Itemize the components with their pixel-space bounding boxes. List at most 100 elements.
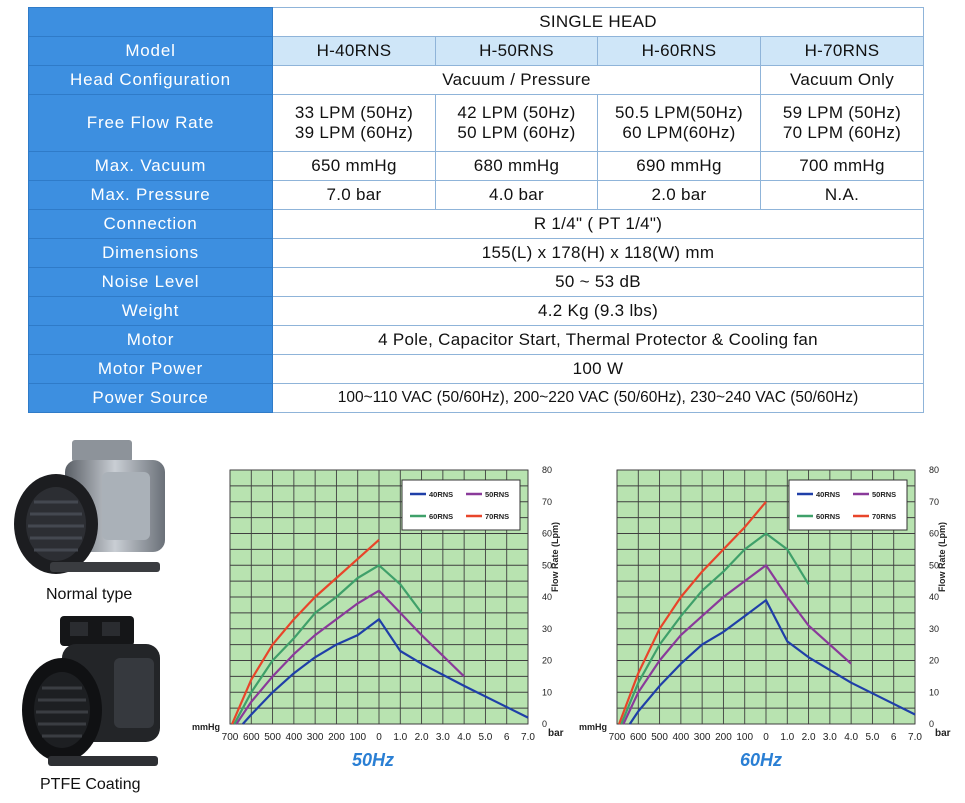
free-flow-cell: 50.5 LPM(50Hz) 60 LPM(60Hz) [597, 94, 761, 152]
x-tick-label: 700 [609, 732, 626, 743]
y-tick-label: 40 [542, 592, 552, 602]
y-tick-label: 80 [929, 465, 939, 475]
ptfe-coating-caption: PTFE Coating [40, 776, 141, 793]
dimensions-value: 155(L) x 178(H) x 118(W) mm [272, 238, 924, 268]
label-motor: Motor [28, 325, 273, 355]
x-tick-label: 7.0 [521, 732, 535, 743]
legend-entry: 70RNS [485, 512, 509, 521]
y-tick-label: 40 [929, 592, 939, 602]
free-flow-cell: 33 LPM (50Hz) 39 LPM (60Hz) [272, 94, 436, 152]
legend-box [401, 479, 521, 531]
series-line-70RNS [618, 501, 767, 725]
x-axis-label-right: bar [548, 728, 564, 739]
max-vacuum-cell: 700 mmHg [760, 151, 924, 181]
y-axis-label: Flow Rate (Lpm) [937, 522, 947, 592]
table-row: Max. Pressure 7.0 bar 4.0 bar 2.0 bar N.… [28, 180, 924, 210]
flow-chart-50hz: 700 600 500 400 300 200 100 0 1.0 2.0 3.0 4.0 5.0 6 7.… [190, 458, 568, 750]
x-tick-label: 100 [736, 732, 753, 743]
free-flow-50hz: 59 LPM (50Hz) [782, 103, 902, 122]
model-cell: H-60RNS [597, 36, 761, 66]
connection-value: R 1/4" ( PT 1/4") [272, 209, 924, 239]
x-tick-label: 7.0 [908, 732, 922, 743]
y-tick-label: 50 [929, 560, 939, 570]
series-line-60RNS [620, 532, 810, 725]
head-config-last: Vacuum Only [760, 65, 924, 95]
max-vacuum-cell: 690 mmHg [597, 151, 761, 181]
x-tick-label: 700 [222, 732, 239, 743]
chart-title-60hz: 60Hz [740, 750, 783, 770]
y-tick-label: 70 [542, 497, 552, 507]
x-axis-label-left: mmHg [192, 722, 220, 732]
table-row: Free Flow Rate 33 LPM (50Hz) 39 LPM (60Hz… [28, 94, 924, 152]
series-line-40RNS [628, 599, 916, 725]
x-tick-label: 6 [891, 732, 897, 743]
y-tick-label: 70 [929, 497, 939, 507]
ptfe-coating-pump-photo [18, 612, 168, 774]
free-flow-50hz: 50.5 LPM(50Hz) [615, 103, 743, 122]
label-power-source: Power Source [28, 383, 273, 413]
x-tick-label: 1.0 [393, 732, 407, 743]
free-flow-50hz: 42 LPM (50Hz) [457, 103, 576, 122]
y-tick-label: 80 [542, 465, 552, 475]
max-pressure-cell: 4.0 bar [435, 180, 598, 210]
legend-entry: 40RNS [429, 490, 453, 499]
x-tick-label: 400 [673, 732, 690, 743]
x-tick-label: 500 [264, 732, 281, 743]
table-row: Weight 4.2 Kg (9.3 lbs) [28, 296, 924, 326]
y-tick-label: 30 [542, 624, 552, 634]
flow-chart-60hz: 700 600 500 400 300 200 100 0 1.0 2.0 3.0 4.0 5.0 6 7.… [577, 458, 955, 750]
label-head-config: Head Configuration [28, 65, 273, 95]
table-row: Dimensions 155(L) x 178(H) x 118(W) mm [28, 238, 924, 268]
y-tick-label: 0 [929, 719, 934, 729]
free-flow-60hz: 60 LPM(60Hz) [622, 123, 736, 142]
noise-value: 50 ~ 53 dB [272, 267, 924, 297]
legend-box [788, 479, 908, 531]
table-row: Model H-40RNS H-50RNS H-60RNS H-70RNS [28, 36, 924, 66]
x-tick-label: 300 [307, 732, 324, 743]
x-tick-label: 4.0 [844, 732, 858, 743]
label-model: Model [28, 36, 273, 66]
series-line-70RNS [231, 538, 380, 725]
x-tick-label: 500 [651, 732, 668, 743]
x-tick-label: 4.0 [457, 732, 471, 743]
legend-entry: 40RNS [816, 490, 840, 499]
table-row: Connection R 1/4" ( PT 1/4") [28, 209, 924, 239]
legend-entry: 50RNS [485, 490, 509, 499]
label-motor-power: Motor Power [28, 354, 273, 384]
series-line-50RNS [622, 564, 852, 725]
x-tick-label: 3.0 [436, 732, 450, 743]
max-pressure-cell: N.A. [760, 180, 924, 210]
head-config-shared: Vacuum / Pressure [272, 65, 761, 95]
spec-table: SINGLE HEAD Model H-40RNS H-50RNS H-60RN… [28, 7, 924, 413]
legend-entry: 70RNS [872, 512, 896, 521]
x-tick-label: 300 [694, 732, 711, 743]
table-row: SINGLE HEAD [28, 7, 924, 37]
power-source-value: 100~110 VAC (50/60Hz), 200~220 VAC (50/6… [272, 383, 924, 413]
y-tick-label: 10 [542, 687, 552, 697]
free-flow-50hz: 33 LPM (50Hz) [294, 103, 414, 122]
chart-svg: 700 600 500 400 300 200 100 0 1.0 2.0 3.0 4.0 5.0 6 7.… [579, 465, 951, 743]
free-flow-60hz: 70 LPM (60Hz) [782, 123, 902, 142]
y-tick-label: 60 [542, 529, 552, 539]
y-tick-label: 10 [929, 687, 939, 697]
free-flow-60hz: 50 LPM (60Hz) [457, 123, 576, 142]
label-max-pressure: Max. Pressure [28, 180, 273, 210]
free-flow-cell: 59 LPM (50Hz) 70 LPM (60Hz) [760, 94, 924, 152]
max-vacuum-cell: 650 mmHg [272, 151, 436, 181]
y-tick-label: 20 [542, 656, 552, 666]
label-dimensions: Dimensions [28, 238, 273, 268]
x-tick-label: 200 [328, 732, 345, 743]
normal-type-caption: Normal type [46, 586, 133, 603]
max-vacuum-cell: 680 mmHg [435, 151, 598, 181]
legend-entry: 60RNS [816, 512, 840, 521]
table-row: Noise Level 50 ~ 53 dB [28, 267, 924, 297]
table-row: Head Configuration Vacuum / Pressure Vac… [28, 65, 924, 95]
free-flow-60hz: 39 LPM (60Hz) [294, 123, 414, 142]
x-tick-label: 6 [504, 732, 510, 743]
legend-entry: 60RNS [429, 512, 453, 521]
label-free-flow: Free Flow Rate [28, 94, 273, 152]
y-tick-label: 60 [929, 529, 939, 539]
chart-svg: 700 600 500 400 300 200 100 0 1.0 2.0 3.0 4.0 5.0 6 7.… [192, 465, 564, 743]
x-tick-label: 2.0 [802, 732, 816, 743]
motor-power-value: 100 W [272, 354, 924, 384]
